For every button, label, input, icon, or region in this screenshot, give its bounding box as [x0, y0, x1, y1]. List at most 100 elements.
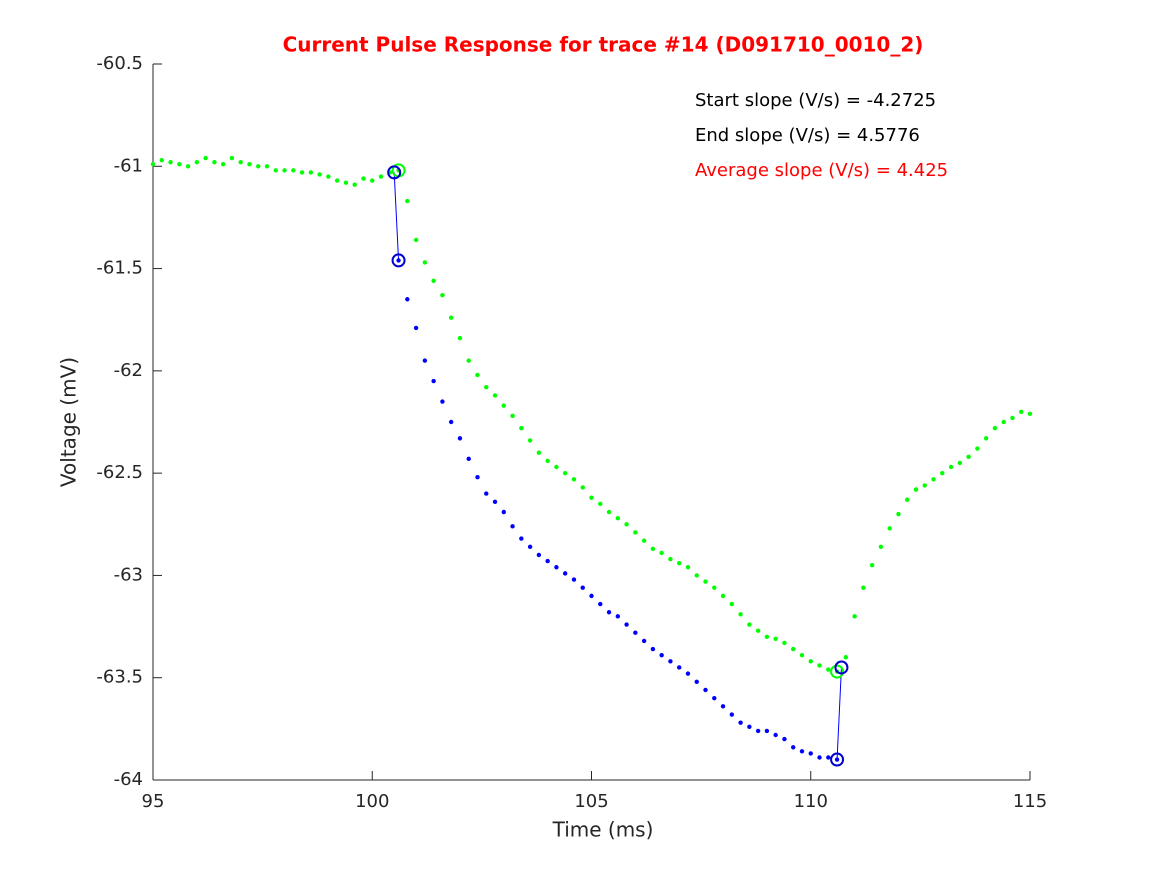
data-point — [624, 622, 629, 627]
data-point — [220, 162, 226, 167]
data-point — [431, 278, 436, 284]
data-point — [633, 530, 638, 535]
data-point — [712, 585, 717, 590]
data-point — [624, 522, 629, 527]
data-point — [641, 538, 647, 543]
data-point — [677, 665, 682, 670]
connector-line — [836, 667, 842, 760]
data-point — [554, 464, 559, 470]
data-point — [370, 178, 375, 183]
data-point — [247, 162, 252, 167]
data-point — [282, 168, 287, 173]
data-point — [913, 487, 919, 492]
data-point — [203, 155, 208, 161]
data-point — [773, 636, 778, 642]
data-point — [677, 560, 682, 566]
data-point — [334, 178, 340, 183]
data-point — [896, 511, 901, 517]
data-point — [361, 176, 366, 181]
data-point — [422, 260, 428, 265]
data-point — [562, 470, 568, 476]
data-point — [650, 546, 656, 552]
data-point — [519, 425, 524, 431]
data-point — [703, 579, 708, 584]
data-point — [659, 550, 664, 556]
data-point — [352, 182, 357, 187]
data-point — [852, 614, 857, 619]
x-tick-label: 95 — [142, 791, 165, 812]
data-point — [975, 446, 980, 451]
connector-line — [393, 172, 400, 261]
data-point — [589, 593, 594, 599]
y-tick-label: -63.5 — [96, 667, 143, 688]
data-point — [1019, 409, 1024, 414]
data-point — [527, 544, 533, 549]
data-point — [966, 454, 971, 459]
y-tick-label: -61 — [114, 155, 143, 176]
data-point — [545, 458, 550, 464]
data-point — [448, 315, 454, 320]
data-point — [826, 755, 831, 760]
data-point — [817, 755, 822, 760]
data-point — [431, 378, 436, 384]
data-point — [791, 646, 796, 652]
data-point — [580, 485, 585, 490]
data-point — [922, 483, 927, 488]
data-point — [685, 671, 691, 676]
data-point — [764, 728, 770, 734]
data-point — [738, 612, 743, 617]
data-point — [527, 438, 533, 443]
data-point — [738, 720, 743, 725]
y-tick-label: -62 — [114, 360, 143, 381]
data-point — [983, 436, 989, 441]
data-point — [457, 436, 463, 441]
marker-circle — [834, 660, 849, 675]
data-point — [492, 499, 498, 504]
data-point — [861, 585, 866, 590]
data-point — [694, 679, 699, 685]
data-point — [554, 565, 559, 570]
data-point — [519, 536, 524, 541]
data-point — [264, 164, 270, 169]
data-point — [703, 687, 708, 693]
data-point — [571, 577, 577, 582]
data-point — [668, 659, 673, 664]
data-point — [466, 358, 471, 363]
data-point — [440, 292, 445, 298]
annotation: Start slope (V/s) = -4.2725 — [695, 90, 936, 111]
data-point — [457, 335, 463, 341]
data-point — [720, 704, 726, 709]
data-point — [799, 749, 805, 754]
data-point — [562, 571, 568, 576]
data-point — [194, 159, 200, 165]
data-point — [501, 509, 506, 515]
data-point — [633, 630, 638, 635]
marker-circle — [830, 664, 845, 679]
marker-circle — [391, 253, 406, 268]
data-point — [905, 497, 910, 502]
data-point — [492, 393, 498, 398]
data-point — [948, 464, 954, 470]
data-point — [694, 573, 699, 578]
data-point — [484, 385, 489, 390]
y-tick-label: -62.5 — [96, 462, 143, 483]
data-point — [817, 663, 822, 668]
data-point — [598, 601, 603, 607]
marker-circle — [387, 165, 402, 180]
data-point — [589, 495, 594, 500]
data-point — [413, 237, 419, 243]
y-axis-label: Voltage (mV) — [57, 357, 81, 487]
data-point — [510, 413, 515, 419]
data-point — [641, 638, 647, 644]
data-point — [729, 601, 735, 607]
data-point — [440, 399, 445, 404]
data-point — [878, 544, 884, 549]
data-point — [1001, 419, 1006, 425]
data-point — [475, 372, 480, 378]
data-point — [606, 509, 612, 515]
data-point — [808, 751, 813, 756]
data-point — [764, 634, 770, 639]
data-point — [256, 164, 261, 169]
